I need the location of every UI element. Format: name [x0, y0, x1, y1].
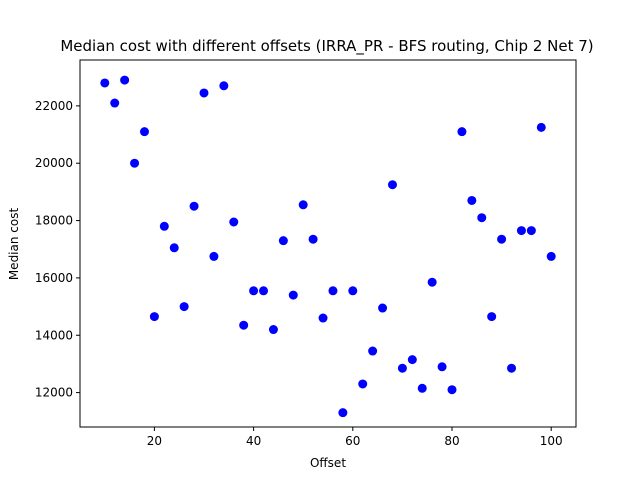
- data-point: [259, 286, 269, 296]
- data-point: [417, 383, 427, 393]
- data-points: [100, 75, 556, 418]
- data-point: [189, 201, 199, 211]
- data-point: [407, 355, 417, 365]
- axes-frame: [79, 59, 577, 428]
- x-axis-ticks: 20 40 60 80 100: [147, 427, 563, 448]
- data-point: [397, 363, 407, 373]
- y-tick-label: 18000: [35, 214, 73, 228]
- data-point: [368, 346, 378, 356]
- data-point: [159, 221, 169, 231]
- data-point: [338, 408, 348, 418]
- data-point: [149, 312, 159, 322]
- data-point: [199, 88, 209, 98]
- data-point: [249, 286, 259, 296]
- data-point: [130, 158, 140, 168]
- data-point: [169, 243, 179, 253]
- data-point: [437, 362, 447, 372]
- y-axis-ticks: 12000 14000 16000 18000 20000 22000: [35, 99, 80, 400]
- x-tick-label: 60: [345, 434, 360, 448]
- data-point: [387, 180, 397, 190]
- data-point: [219, 81, 229, 91]
- data-point: [298, 200, 308, 210]
- data-point: [268, 325, 278, 335]
- data-point: [378, 303, 388, 313]
- data-point: [110, 98, 120, 108]
- data-point: [209, 251, 219, 261]
- data-point: [328, 286, 338, 296]
- data-point: [447, 385, 457, 395]
- data-point: [120, 75, 130, 85]
- data-point: [308, 234, 318, 244]
- data-point: [516, 226, 526, 236]
- y-tick-label: 22000: [35, 99, 73, 113]
- data-point: [100, 78, 110, 88]
- x-axis-label: Offset: [310, 456, 346, 470]
- x-tick-label: 20: [147, 434, 162, 448]
- data-point: [507, 363, 517, 373]
- plot-area: 20 40 60 80 100 12000 14000 16000 18000 20000 220…: [35, 59, 577, 448]
- data-point: [348, 286, 358, 296]
- data-point: [239, 320, 249, 330]
- y-tick-label: 14000: [35, 328, 73, 342]
- data-point: [467, 195, 477, 205]
- data-point: [477, 213, 487, 223]
- data-point: [427, 277, 437, 287]
- data-point: [457, 127, 467, 137]
- data-point: [139, 127, 149, 137]
- y-axis-label: Median cost: [7, 208, 21, 281]
- data-point: [497, 234, 507, 244]
- data-point: [526, 226, 536, 236]
- chart-title: Median cost with different offsets (IRRA…: [60, 37, 593, 56]
- data-point: [288, 290, 298, 300]
- data-point: [318, 313, 328, 323]
- x-tick-label: 80: [444, 434, 459, 448]
- data-point: [358, 379, 368, 389]
- data-point: [278, 236, 288, 246]
- data-point: [229, 217, 239, 227]
- y-tick-label: 16000: [35, 271, 73, 285]
- data-point: [546, 251, 556, 261]
- y-tick-label: 12000: [35, 386, 73, 400]
- x-tick-label: 40: [246, 434, 261, 448]
- data-point: [536, 122, 546, 132]
- data-point: [487, 312, 497, 322]
- data-point: [179, 302, 189, 312]
- x-tick-label: 100: [540, 434, 563, 448]
- y-tick-label: 20000: [35, 156, 73, 170]
